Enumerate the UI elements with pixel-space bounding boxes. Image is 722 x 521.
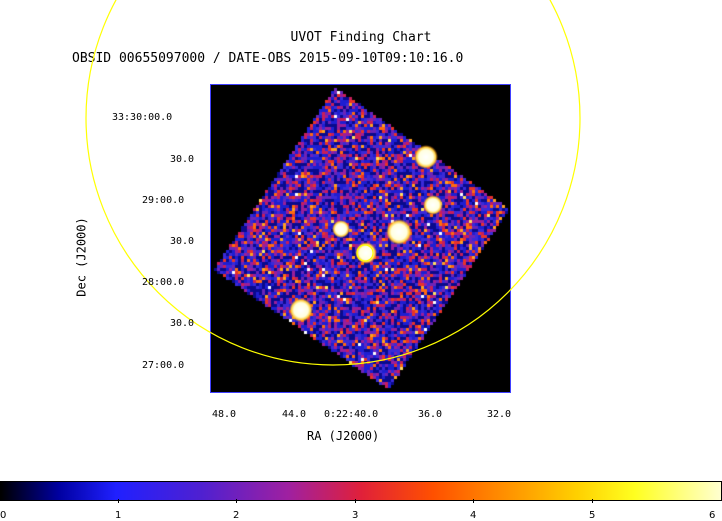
colorbar-tick-label: 2 [233,510,240,521]
ra-tick-label: 36.0 [418,409,443,420]
ra-tick-label: 0:22:40.0 [324,409,379,420]
image-frame [210,84,511,393]
colorbar [0,481,722,501]
x-axis-label: RA (J2000) [307,429,380,443]
dec-tick-label: 30.0 [170,236,195,247]
dec-tick-label: 33:30:00.0 [112,112,173,123]
colorbar-tick-label: 6 [709,510,716,521]
dec-tick-label: 30.0 [170,154,195,165]
colorbar-tick-label: 3 [352,510,359,521]
y-axis-label: Dec (J2000) [74,217,89,297]
dec-tick-label: 29:00.0 [142,195,185,206]
colorbar-tick-mark [236,499,237,503]
dec-tick-label: 30.0 [170,318,195,329]
colorbar-tick-mark [473,499,474,503]
chart-title: UVOT Finding Chart [290,30,432,45]
dec-tick-label: 28:00.0 [142,277,185,288]
colorbar-tick-label: 0 [0,510,7,521]
ra-tick-label: 32.0 [487,409,512,420]
colorbar-tick-label: 5 [589,510,596,521]
dec-tick-label: 27:00.0 [142,360,185,371]
colorbar-tick-label: 4 [470,510,477,521]
sky-image [211,85,510,392]
colorbar-tick-mark [592,499,593,503]
chart-subtitle: OBSID 00655097000 / DATE-OBS 2015-09-10T… [72,51,464,66]
ra-tick-label: 48.0 [212,409,237,420]
ra-tick-label: 44.0 [282,409,307,420]
colorbar-tick-mark [355,499,356,503]
colorbar-tick-mark [118,499,119,503]
colorbar-tick-label: 1 [115,510,122,521]
